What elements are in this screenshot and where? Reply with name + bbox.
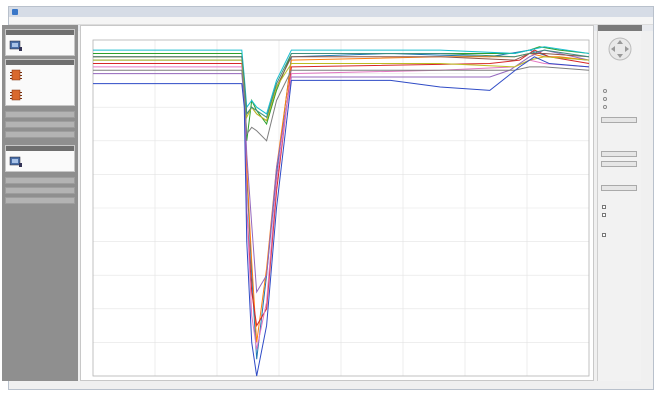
sidebar-card-device-2[interactable] bbox=[5, 145, 75, 172]
option-checkbox[interactable] bbox=[602, 233, 606, 237]
line-chart[interactable] bbox=[81, 26, 595, 382]
sidebar-item-chip-1[interactable] bbox=[6, 65, 74, 85]
sidebar-band[interactable] bbox=[5, 177, 75, 184]
sidebar-card-device[interactable] bbox=[5, 29, 75, 56]
sidebar-band[interactable] bbox=[5, 187, 75, 194]
sidebar-item-chip-2[interactable] bbox=[6, 85, 74, 105]
sidebar-band[interactable] bbox=[5, 111, 75, 118]
radio-option-3[interactable] bbox=[603, 105, 607, 109]
series-line-12 bbox=[93, 49, 590, 119]
sidebar-card-header bbox=[6, 30, 74, 35]
sidebar-band[interactable] bbox=[5, 121, 75, 128]
panel-button[interactable] bbox=[601, 151, 637, 157]
sidebar-band[interactable] bbox=[5, 131, 75, 138]
sidebar-item-device[interactable] bbox=[6, 35, 74, 55]
menu-bar bbox=[9, 17, 653, 25]
right-panel bbox=[597, 25, 642, 381]
device-icon bbox=[9, 156, 22, 167]
sidebar-card-header bbox=[6, 60, 74, 65]
sidebar-card-header bbox=[6, 146, 74, 151]
plot-axes bbox=[92, 39, 590, 377]
radio-option-2[interactable] bbox=[603, 97, 607, 101]
radio-option-1[interactable] bbox=[603, 89, 607, 93]
panel-button[interactable] bbox=[601, 161, 637, 167]
sidebar-card-chips[interactable] bbox=[5, 59, 75, 106]
title-bar bbox=[9, 7, 653, 17]
chip-icon bbox=[10, 69, 22, 81]
chip-icon bbox=[10, 89, 22, 101]
sidebar-band[interactable] bbox=[5, 197, 75, 204]
app-icon bbox=[12, 9, 18, 15]
panel-button[interactable] bbox=[601, 185, 637, 191]
left-sidebar bbox=[2, 25, 78, 381]
navigation-pad-icon[interactable] bbox=[606, 35, 634, 63]
device-icon bbox=[9, 40, 22, 51]
series-line-11 bbox=[93, 56, 590, 377]
panel-button[interactable] bbox=[601, 117, 637, 123]
right-panel-header bbox=[598, 25, 642, 31]
option-checkbox[interactable] bbox=[602, 205, 606, 209]
sidebar-item-device-2[interactable] bbox=[6, 151, 74, 171]
plot-panel bbox=[80, 25, 594, 381]
option-checkbox[interactable] bbox=[602, 213, 606, 217]
plot-grid bbox=[92, 39, 590, 377]
series-line-10 bbox=[93, 66, 590, 142]
